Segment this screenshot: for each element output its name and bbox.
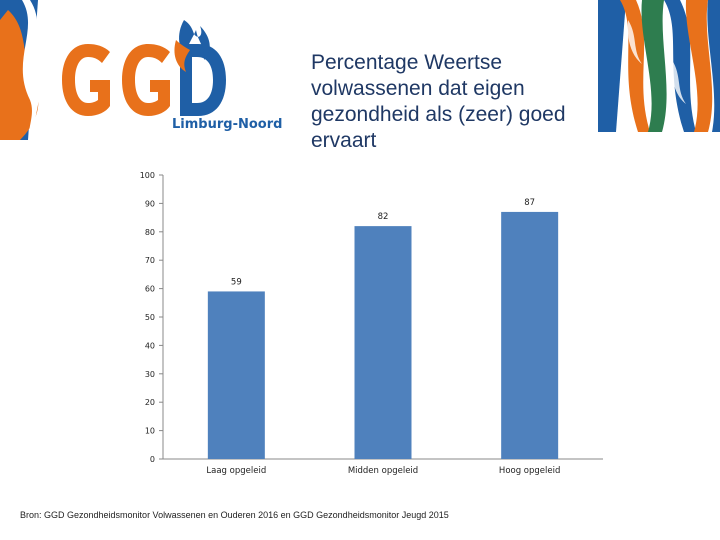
x-tick-label: Hoog opgeleid: [499, 466, 560, 476]
y-tick-label: 40: [145, 341, 155, 350]
ggd-logo: [0, 0, 226, 140]
y-tick-label: 50: [145, 313, 155, 322]
bar: [207, 291, 265, 459]
y-tick-label: 60: [145, 285, 155, 294]
y-tick-label: 70: [145, 256, 155, 265]
bar: [501, 211, 559, 459]
data-label: 82: [378, 212, 389, 222]
y-tick-label: 30: [145, 370, 155, 379]
corner-decoration: [598, 0, 720, 132]
page-title: Percentage Weertse volwassenen dat eigen…: [311, 51, 566, 152]
logo-stripe-orange: [0, 10, 39, 140]
bars: 59 82 87: [207, 198, 559, 459]
x-tick-label: Laag opgeleid: [206, 466, 266, 476]
bar-chart: 0 10 20 30 40 50 60 70 80 90 100 Laag opgeleid Midd…: [140, 171, 603, 476]
source-note: Bron: GGD Gezondheidsmonitor Volwassenen…: [20, 510, 449, 520]
y-tick-label: 10: [145, 427, 155, 436]
data-label: 59: [231, 277, 242, 287]
logo-stripe-white: [22, 0, 40, 140]
y-tick-label: 100: [140, 171, 155, 180]
y-tick-label: 90: [145, 199, 155, 208]
logo-flame-accent: [174, 40, 190, 72]
y-axis: 0 10 20 30 40 50 60 70 80 90 100: [140, 171, 164, 464]
logo-letter-g2: [122, 44, 170, 116]
bar: [354, 226, 412, 459]
x-axis: Laag opgeleid Midden opgeleid Hoog opgelei…: [163, 458, 603, 476]
y-tick-label: 0: [150, 455, 155, 464]
logo-subtitle: Limburg-Noord: [172, 117, 283, 132]
y-tick-label: 80: [145, 228, 155, 237]
x-tick-label: Midden opgeleid: [348, 466, 418, 476]
y-tick-label: 20: [145, 398, 155, 407]
logo-letter-g1: [62, 44, 110, 116]
logo-letter-d: [180, 44, 226, 116]
data-label: 87: [524, 198, 535, 208]
